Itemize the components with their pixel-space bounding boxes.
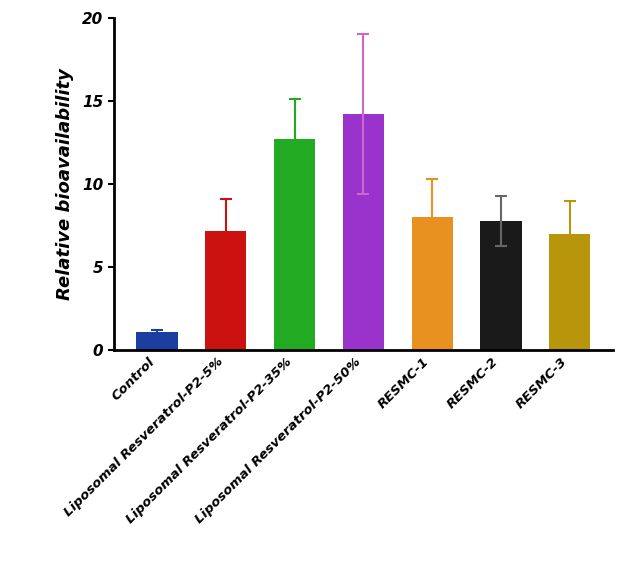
Bar (411, 217, 453, 350)
Bar (205, 231, 246, 350)
Bar (137, 332, 178, 350)
Y-axis label: Relative bioavailability: Relative bioavailability (56, 68, 74, 300)
Bar (343, 114, 384, 350)
Bar (274, 139, 315, 350)
Bar (549, 234, 590, 350)
Bar (480, 221, 521, 350)
